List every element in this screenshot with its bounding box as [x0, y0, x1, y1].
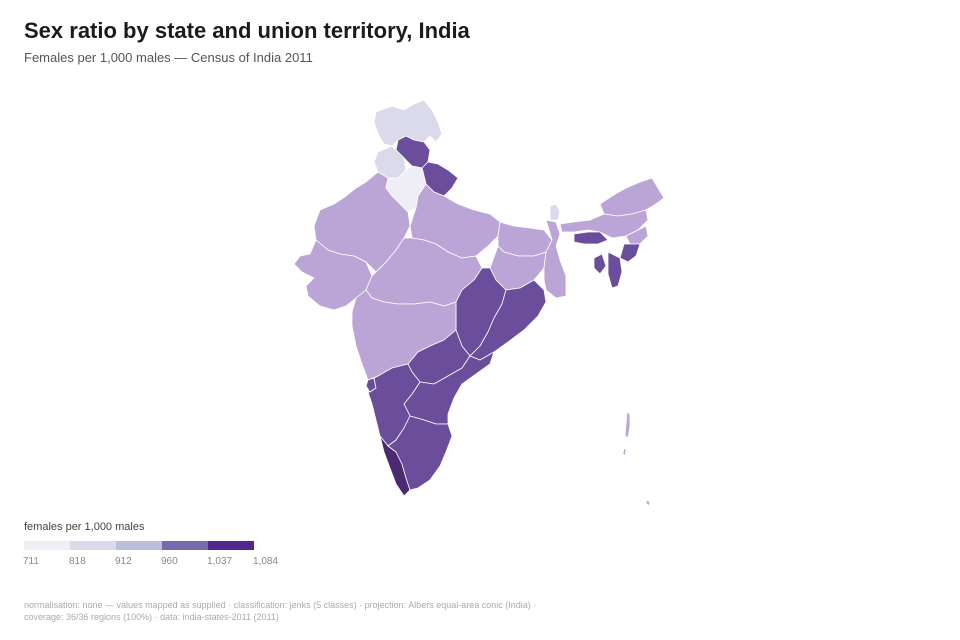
legend-swatch-4	[162, 541, 208, 550]
region-andaman-nicobar-south[interactable]	[622, 447, 627, 457]
region-sikkim[interactable]	[549, 203, 561, 221]
legend-swatch-2	[70, 541, 116, 550]
legend-break-1: 711	[23, 556, 39, 567]
legend: females per 1,000 males 711 818 912 960 …	[23, 521, 304, 570]
legend-break-2: 818	[69, 556, 86, 567]
region-west-bengal[interactable]	[543, 219, 567, 299]
legend-swatches	[24, 541, 304, 550]
region-jammu-kashmir[interactable]	[373, 99, 443, 147]
region-mizoram[interactable]	[607, 251, 623, 289]
legend-break-5: 1,037	[207, 556, 233, 567]
legend-swatch-3	[116, 541, 162, 550]
legend-swatch-5	[208, 541, 254, 550]
region-nicobar[interactable]	[645, 499, 651, 507]
region-bihar[interactable]	[497, 221, 553, 257]
region-tripura[interactable]	[593, 253, 607, 275]
footer-line-2: coverage: 36/36 regions (100%) · data: i…	[24, 612, 279, 622]
legend-ticks: 711 818 912 960 1,037 1,084	[23, 556, 304, 570]
region-andaman-nicobar[interactable]	[624, 411, 631, 439]
legend-break-4: 960	[161, 556, 178, 567]
region-meghalaya[interactable]	[573, 231, 609, 245]
region-tamil-nadu[interactable]	[387, 415, 453, 491]
region-manipur[interactable]	[619, 243, 641, 263]
region-arunachal-pradesh[interactable]	[599, 177, 665, 217]
region-assam[interactable]	[559, 209, 649, 239]
region-odisha[interactable]	[469, 279, 547, 361]
footer-line-1: normalisation: none — values mapped as s…	[24, 600, 537, 610]
map-title: Sex ratio by state and union territory, …	[24, 18, 470, 43]
legend-break-3: 912	[115, 556, 132, 567]
legend-title: females per 1,000 males	[24, 521, 145, 533]
legend-break-6: 1,084	[253, 556, 279, 567]
footer-notes: normalisation: none — values mapped as s…	[24, 599, 584, 623]
region-gujarat[interactable]	[293, 239, 373, 311]
legend-swatch-1	[24, 541, 70, 550]
map-subtitle: Females per 1,000 males — Census of Indi…	[24, 50, 313, 65]
